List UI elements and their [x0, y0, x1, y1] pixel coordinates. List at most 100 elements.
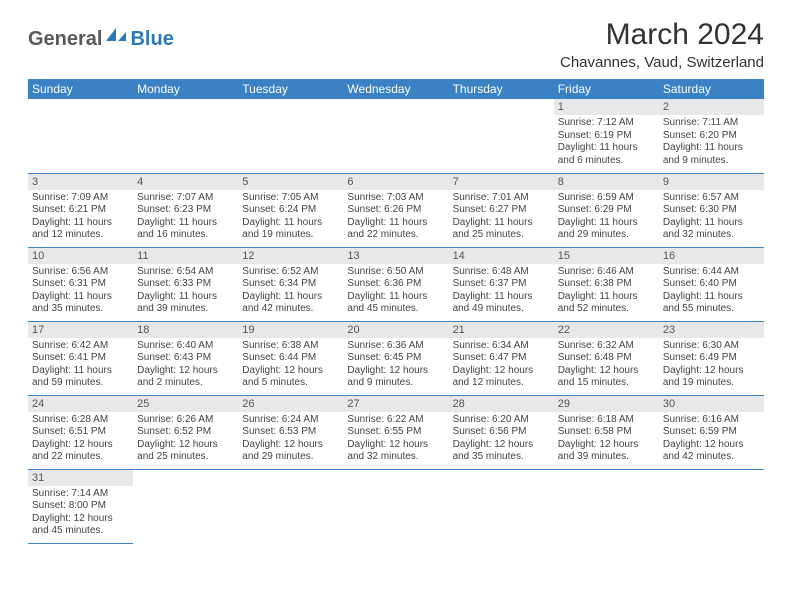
day-number: 1: [554, 99, 659, 115]
sunset-text: Sunset: 6:56 PM: [453, 426, 550, 439]
day-details: Sunrise: 6:50 AMSunset: 6:36 PMDaylight:…: [343, 264, 448, 320]
sunrise-text: Sunrise: 6:32 AM: [558, 340, 655, 353]
calendar-cell: 31Sunrise: 7:14 AMSunset: 8:00 PMDayligh…: [28, 469, 133, 543]
daylight-text: Daylight: 11 hours and 42 minutes.: [242, 291, 339, 316]
calendar-cell-empty: [449, 469, 554, 543]
calendar-cell: 1Sunrise: 7:12 AMSunset: 6:19 PMDaylight…: [554, 99, 659, 173]
day-details: Sunrise: 6:32 AMSunset: 6:48 PMDaylight:…: [554, 338, 659, 394]
calendar-cell: 9Sunrise: 6:57 AMSunset: 6:30 PMDaylight…: [659, 173, 764, 247]
daylight-text: Daylight: 12 hours and 39 minutes.: [558, 439, 655, 464]
day-number: 20: [343, 322, 448, 338]
daylight-text: Daylight: 12 hours and 19 minutes.: [663, 365, 760, 390]
day-details: Sunrise: 6:59 AMSunset: 6:29 PMDaylight:…: [554, 190, 659, 246]
sunrise-text: Sunrise: 7:14 AM: [32, 488, 129, 501]
calendar-cell: 26Sunrise: 6:24 AMSunset: 6:53 PMDayligh…: [238, 395, 343, 469]
day-number: 26: [238, 396, 343, 412]
sunrise-text: Sunrise: 7:01 AM: [453, 192, 550, 205]
day-details: Sunrise: 6:54 AMSunset: 6:33 PMDaylight:…: [133, 264, 238, 320]
calendar-cell: 7Sunrise: 7:01 AMSunset: 6:27 PMDaylight…: [449, 173, 554, 247]
calendar-cell: 8Sunrise: 6:59 AMSunset: 6:29 PMDaylight…: [554, 173, 659, 247]
sunrise-text: Sunrise: 6:40 AM: [137, 340, 234, 353]
sunset-text: Sunset: 6:41 PM: [32, 352, 129, 365]
sunrise-text: Sunrise: 7:12 AM: [558, 117, 655, 130]
daylight-text: Daylight: 11 hours and 22 minutes.: [347, 217, 444, 242]
day-number: 24: [28, 396, 133, 412]
calendar-cell: 28Sunrise: 6:20 AMSunset: 6:56 PMDayligh…: [449, 395, 554, 469]
calendar-cell: 12Sunrise: 6:52 AMSunset: 6:34 PMDayligh…: [238, 247, 343, 321]
day-number: 7: [449, 174, 554, 190]
sunset-text: Sunset: 6:45 PM: [347, 352, 444, 365]
title-block: March 2024 Chavannes, Vaud, Switzerland: [560, 18, 764, 71]
sunset-text: Sunset: 6:55 PM: [347, 426, 444, 439]
calendar-cell-empty: [343, 99, 448, 173]
day-number: 25: [133, 396, 238, 412]
calendar-cell: 17Sunrise: 6:42 AMSunset: 6:41 PMDayligh…: [28, 321, 133, 395]
calendar-cell: 2Sunrise: 7:11 AMSunset: 6:20 PMDaylight…: [659, 99, 764, 173]
sunset-text: Sunset: 6:47 PM: [453, 352, 550, 365]
sunset-text: Sunset: 6:59 PM: [663, 426, 760, 439]
daylight-text: Daylight: 12 hours and 29 minutes.: [242, 439, 339, 464]
sunrise-text: Sunrise: 6:54 AM: [137, 266, 234, 279]
calendar-cell: 22Sunrise: 6:32 AMSunset: 6:48 PMDayligh…: [554, 321, 659, 395]
sunset-text: Sunset: 6:44 PM: [242, 352, 339, 365]
sunset-text: Sunset: 6:30 PM: [663, 204, 760, 217]
sunrise-text: Sunrise: 6:26 AM: [137, 414, 234, 427]
day-details: Sunrise: 6:16 AMSunset: 6:59 PMDaylight:…: [659, 412, 764, 468]
sunset-text: Sunset: 6:53 PM: [242, 426, 339, 439]
day-header: Monday: [133, 79, 238, 99]
sunset-text: Sunset: 6:51 PM: [32, 426, 129, 439]
calendar-cell: 27Sunrise: 6:22 AMSunset: 6:55 PMDayligh…: [343, 395, 448, 469]
daylight-text: Daylight: 12 hours and 9 minutes.: [347, 365, 444, 390]
calendar-cell: 18Sunrise: 6:40 AMSunset: 6:43 PMDayligh…: [133, 321, 238, 395]
day-details: Sunrise: 6:57 AMSunset: 6:30 PMDaylight:…: [659, 190, 764, 246]
day-details: Sunrise: 6:44 AMSunset: 6:40 PMDaylight:…: [659, 264, 764, 320]
sunset-text: Sunset: 6:24 PM: [242, 204, 339, 217]
daylight-text: Daylight: 12 hours and 42 minutes.: [663, 439, 760, 464]
day-header: Friday: [554, 79, 659, 99]
day-details: Sunrise: 7:14 AMSunset: 8:00 PMDaylight:…: [28, 486, 133, 542]
calendar-cell-empty: [238, 99, 343, 173]
sunrise-text: Sunrise: 6:38 AM: [242, 340, 339, 353]
sunset-text: Sunset: 6:58 PM: [558, 426, 655, 439]
sunset-text: Sunset: 6:33 PM: [137, 278, 234, 291]
day-number: 28: [449, 396, 554, 412]
day-details: Sunrise: 6:26 AMSunset: 6:52 PMDaylight:…: [133, 412, 238, 468]
sunrise-text: Sunrise: 7:07 AM: [137, 192, 234, 205]
day-details: Sunrise: 6:24 AMSunset: 6:53 PMDaylight:…: [238, 412, 343, 468]
daylight-text: Daylight: 12 hours and 45 minutes.: [32, 513, 129, 538]
day-details: Sunrise: 6:28 AMSunset: 6:51 PMDaylight:…: [28, 412, 133, 468]
sunset-text: Sunset: 6:43 PM: [137, 352, 234, 365]
day-details: Sunrise: 7:09 AMSunset: 6:21 PMDaylight:…: [28, 190, 133, 246]
daylight-text: Daylight: 11 hours and 12 minutes.: [32, 217, 129, 242]
sunrise-text: Sunrise: 6:28 AM: [32, 414, 129, 427]
day-number: 31: [28, 470, 133, 486]
sunset-text: Sunset: 8:00 PM: [32, 500, 129, 513]
logo: General Blue: [28, 18, 174, 51]
calendar-body: 1Sunrise: 7:12 AMSunset: 6:19 PMDaylight…: [28, 99, 764, 543]
daylight-text: Daylight: 11 hours and 6 minutes.: [558, 142, 655, 167]
daylight-text: Daylight: 11 hours and 32 minutes.: [663, 217, 760, 242]
day-header: Sunday: [28, 79, 133, 99]
sunrise-text: Sunrise: 6:56 AM: [32, 266, 129, 279]
calendar-cell-empty: [28, 99, 133, 173]
day-number: 21: [449, 322, 554, 338]
calendar-cell: 3Sunrise: 7:09 AMSunset: 6:21 PMDaylight…: [28, 173, 133, 247]
daylight-text: Daylight: 12 hours and 25 minutes.: [137, 439, 234, 464]
day-details: Sunrise: 6:46 AMSunset: 6:38 PMDaylight:…: [554, 264, 659, 320]
day-number: 11: [133, 248, 238, 264]
sunset-text: Sunset: 6:26 PM: [347, 204, 444, 217]
daylight-text: Daylight: 12 hours and 5 minutes.: [242, 365, 339, 390]
day-number: 13: [343, 248, 448, 264]
sunset-text: Sunset: 6:36 PM: [347, 278, 444, 291]
calendar-cell: 19Sunrise: 6:38 AMSunset: 6:44 PMDayligh…: [238, 321, 343, 395]
calendar-row: 17Sunrise: 6:42 AMSunset: 6:41 PMDayligh…: [28, 321, 764, 395]
page: General Blue March 2024 Chavannes, Vaud,…: [0, 0, 792, 544]
calendar-cell-empty: [659, 469, 764, 543]
day-header-row: SundayMondayTuesdayWednesdayThursdayFrid…: [28, 79, 764, 99]
daylight-text: Daylight: 11 hours and 9 minutes.: [663, 142, 760, 167]
sunrise-text: Sunrise: 6:52 AM: [242, 266, 339, 279]
sunrise-text: Sunrise: 6:44 AM: [663, 266, 760, 279]
day-details: Sunrise: 6:42 AMSunset: 6:41 PMDaylight:…: [28, 338, 133, 394]
daylight-text: Daylight: 11 hours and 55 minutes.: [663, 291, 760, 316]
day-details: Sunrise: 6:20 AMSunset: 6:56 PMDaylight:…: [449, 412, 554, 468]
